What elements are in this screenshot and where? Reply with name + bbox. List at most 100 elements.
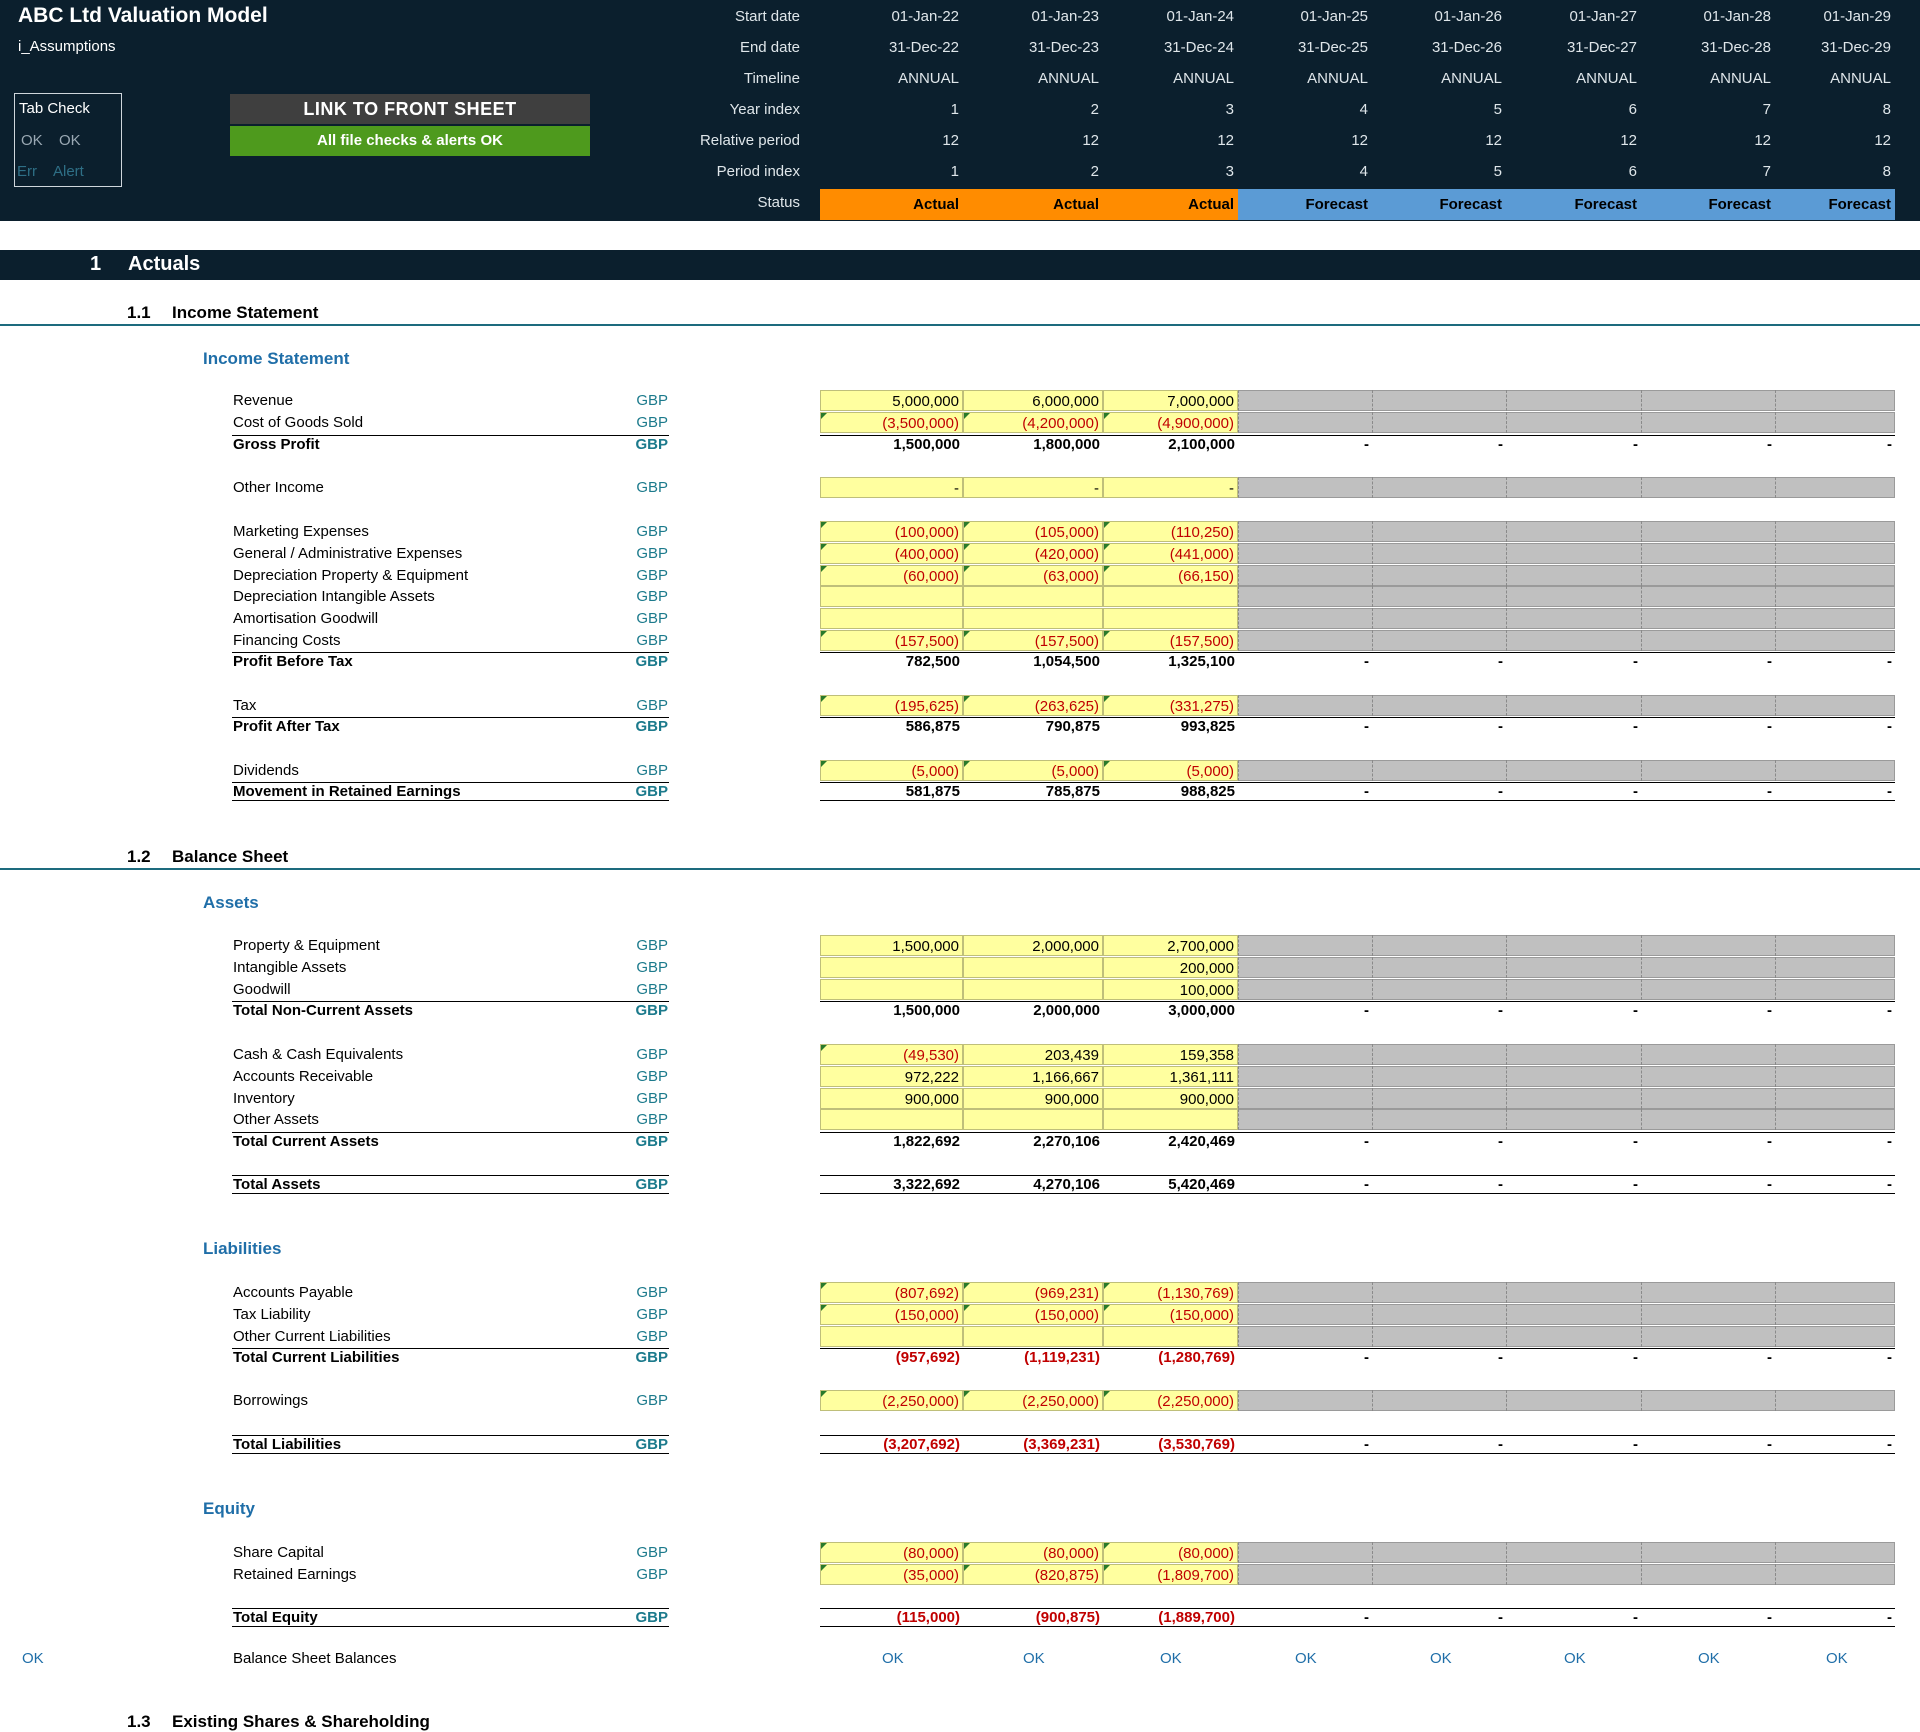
- input-value-cell[interactable]: (807,692): [820, 1282, 963, 1303]
- input-value-cell[interactable]: (150,000): [1103, 1304, 1238, 1325]
- input-value-cell[interactable]: (2,250,000): [820, 1390, 963, 1411]
- link-to-front-sheet-button[interactable]: LINK TO FRONT SHEET: [230, 94, 590, 124]
- input-value-cell[interactable]: (420,000): [963, 543, 1103, 564]
- input-value-cell[interactable]: (2,250,000): [963, 1390, 1103, 1411]
- input-value-cell[interactable]: 1,500,000: [820, 935, 963, 956]
- input-value-cell[interactable]: [963, 979, 1103, 1000]
- forecast-input-cell[interactable]: [1238, 1326, 1895, 1347]
- input-value-cell[interactable]: (4,200,000): [963, 412, 1103, 433]
- input-value-cell[interactable]: 5,000,000: [820, 390, 963, 411]
- row-label: Other Income: [233, 479, 324, 496]
- input-value-cell[interactable]: (400,000): [820, 543, 963, 564]
- input-value-cell[interactable]: (195,625): [820, 695, 963, 716]
- forecast-input-cell[interactable]: [1238, 1542, 1895, 1563]
- input-value-cell[interactable]: 7,000,000: [1103, 390, 1238, 411]
- forecast-input-cell[interactable]: [1238, 565, 1895, 586]
- forecast-input-cell[interactable]: [1238, 979, 1895, 1000]
- input-value-cell[interactable]: (80,000): [963, 1542, 1103, 1563]
- input-value-cell[interactable]: (4,900,000): [1103, 412, 1238, 433]
- input-value-cell[interactable]: 6,000,000: [963, 390, 1103, 411]
- input-value-cell[interactable]: (157,500): [820, 630, 963, 651]
- input-value-cell[interactable]: [820, 1326, 963, 1347]
- input-value-cell[interactable]: [963, 957, 1103, 978]
- input-value-cell[interactable]: 203,439: [963, 1044, 1103, 1065]
- forecast-input-cell[interactable]: [1238, 1282, 1895, 1303]
- input-value-cell[interactable]: (441,000): [1103, 543, 1238, 564]
- input-value-cell[interactable]: (49,530): [820, 1044, 963, 1065]
- input-value-cell[interactable]: 1,361,111: [1103, 1066, 1238, 1087]
- input-value-cell[interactable]: [963, 608, 1103, 629]
- forecast-input-cell[interactable]: [1238, 935, 1895, 956]
- input-value-cell[interactable]: [1103, 586, 1238, 607]
- forecast-input-cell[interactable]: [1238, 1044, 1895, 1065]
- forecast-input-cell[interactable]: [1238, 412, 1895, 433]
- input-value-cell[interactable]: (1,809,700): [1103, 1564, 1238, 1585]
- input-value-cell[interactable]: 2,700,000: [1103, 935, 1238, 956]
- input-value-cell[interactable]: (5,000): [1103, 760, 1238, 781]
- input-value-cell[interactable]: (80,000): [820, 1542, 963, 1563]
- forecast-cell-divider: [1372, 390, 1373, 411]
- input-value-cell[interactable]: (150,000): [820, 1304, 963, 1325]
- input-value-cell[interactable]: (110,250): [1103, 521, 1238, 542]
- input-value-cell[interactable]: (2,250,000): [1103, 1390, 1238, 1411]
- input-value-cell[interactable]: [820, 608, 963, 629]
- forecast-input-cell[interactable]: [1238, 760, 1895, 781]
- forecast-input-cell[interactable]: [1238, 521, 1895, 542]
- input-value-cell[interactable]: (63,000): [963, 565, 1103, 586]
- input-value-cell[interactable]: 900,000: [963, 1088, 1103, 1109]
- input-value-cell[interactable]: [820, 979, 963, 1000]
- input-value-cell[interactable]: (969,231): [963, 1282, 1103, 1303]
- input-value-cell[interactable]: (5,000): [820, 760, 963, 781]
- forecast-input-cell[interactable]: [1238, 630, 1895, 651]
- input-value-cell[interactable]: (35,000): [820, 1564, 963, 1585]
- input-value-cell[interactable]: 100,000: [1103, 979, 1238, 1000]
- input-value-cell[interactable]: 200,000: [1103, 957, 1238, 978]
- input-value-cell[interactable]: (157,500): [1103, 630, 1238, 651]
- input-value-cell[interactable]: (331,275): [1103, 695, 1238, 716]
- input-value-cell[interactable]: [1103, 1326, 1238, 1347]
- forecast-input-cell[interactable]: [1238, 1390, 1895, 1411]
- forecast-input-cell[interactable]: [1238, 1066, 1895, 1087]
- input-value-cell[interactable]: 2,000,000: [963, 935, 1103, 956]
- input-value-cell[interactable]: [963, 1326, 1103, 1347]
- input-value-cell[interactable]: -: [820, 477, 963, 498]
- forecast-input-cell[interactable]: [1238, 957, 1895, 978]
- input-value-cell[interactable]: (66,150): [1103, 565, 1238, 586]
- input-value-cell[interactable]: (100,000): [820, 521, 963, 542]
- forecast-input-cell[interactable]: [1238, 695, 1895, 716]
- input-value-cell[interactable]: -: [963, 477, 1103, 498]
- forecast-input-cell[interactable]: [1238, 608, 1895, 629]
- forecast-input-cell[interactable]: [1238, 390, 1895, 411]
- input-value-cell[interactable]: [1103, 1109, 1238, 1130]
- forecast-input-cell[interactable]: [1238, 586, 1895, 607]
- input-value-cell[interactable]: [1103, 608, 1238, 629]
- forecast-input-cell[interactable]: [1238, 1564, 1895, 1585]
- forecast-input-cell[interactable]: [1238, 1109, 1895, 1130]
- input-value-cell[interactable]: 159,358: [1103, 1044, 1238, 1065]
- input-value-cell[interactable]: (263,625): [963, 695, 1103, 716]
- input-value-cell[interactable]: (60,000): [820, 565, 963, 586]
- input-value-cell[interactable]: [963, 586, 1103, 607]
- input-value-cell[interactable]: (80,000): [1103, 1542, 1238, 1563]
- input-value-cell[interactable]: [820, 1109, 963, 1130]
- forecast-input-cell[interactable]: [1238, 477, 1895, 498]
- input-value-cell[interactable]: -: [1103, 477, 1238, 498]
- input-value-cell[interactable]: [820, 586, 963, 607]
- input-value-cell[interactable]: [820, 957, 963, 978]
- input-value-cell[interactable]: (1,130,769): [1103, 1282, 1238, 1303]
- forecast-input-cell[interactable]: [1238, 543, 1895, 564]
- input-value-cell[interactable]: (157,500): [963, 630, 1103, 651]
- input-value-cell[interactable]: (105,000): [963, 521, 1103, 542]
- total-value-cell: 2,100,000: [1168, 436, 1235, 453]
- input-value-cell[interactable]: [963, 1109, 1103, 1130]
- forecast-input-cell[interactable]: [1238, 1304, 1895, 1325]
- input-value-cell[interactable]: 900,000: [1103, 1088, 1238, 1109]
- input-value-cell[interactable]: 900,000: [820, 1088, 963, 1109]
- input-value-cell[interactable]: (150,000): [963, 1304, 1103, 1325]
- input-value-cell[interactable]: (820,875): [963, 1564, 1103, 1585]
- forecast-input-cell[interactable]: [1238, 1088, 1895, 1109]
- input-value-cell[interactable]: (5,000): [963, 760, 1103, 781]
- input-value-cell[interactable]: 972,222: [820, 1066, 963, 1087]
- input-value-cell[interactable]: 1,166,667: [963, 1066, 1103, 1087]
- input-value-cell[interactable]: (3,500,000): [820, 412, 963, 433]
